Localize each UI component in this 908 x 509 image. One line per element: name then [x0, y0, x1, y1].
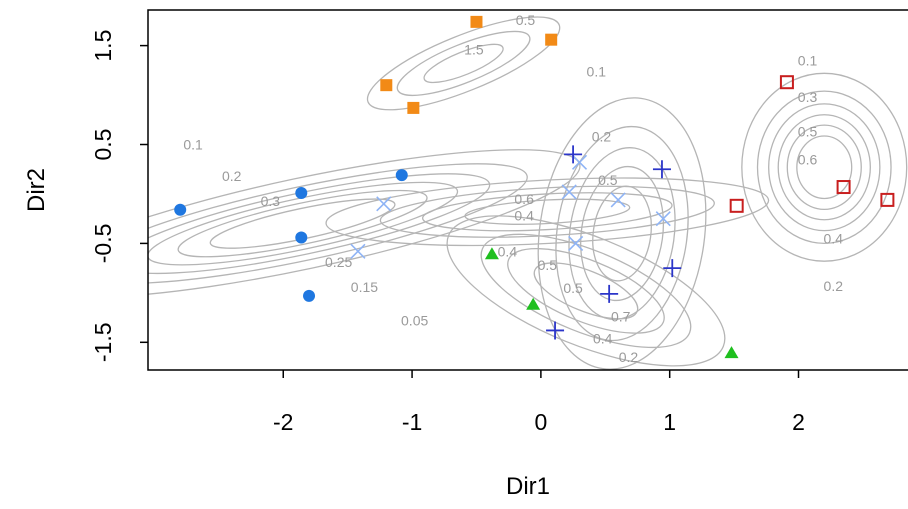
contour-layer: [148, 16, 908, 370]
contour-line: [209, 198, 396, 249]
contour-line: [148, 163, 528, 285]
contour-level-label: 0.4: [824, 230, 844, 246]
contour-level-label: 0.2: [222, 168, 242, 184]
data-point: [561, 184, 577, 200]
data-point: [568, 235, 584, 251]
contour-line: [446, 215, 726, 367]
y-tick-label: 1.5: [90, 30, 116, 62]
data-point: [724, 346, 739, 359]
contour-level-label: 0.05: [401, 313, 428, 329]
data-point: [880, 192, 895, 207]
contour-line: [423, 43, 504, 84]
contour-line: [507, 247, 665, 334]
x-axis-label: Dir1: [506, 473, 550, 500]
data-point: [546, 321, 565, 340]
contour-line: [366, 16, 561, 111]
data-point: [395, 169, 408, 182]
contour-level-label: 0.1: [798, 52, 818, 68]
contour-level-label: 0.25: [325, 254, 352, 270]
data-point: [663, 259, 682, 278]
contour-line: [148, 149, 581, 299]
contour-level-label: 1.5: [464, 42, 484, 58]
data-point: [564, 145, 583, 164]
contour-level-label: 0.5: [563, 280, 583, 296]
data-point: [600, 284, 619, 303]
point-layer: [174, 15, 895, 359]
contour-line: [464, 198, 631, 225]
data-point: [484, 247, 499, 260]
axes-layer: -2 -1 0 1 2 -1.5 -0.5 0.5 1.5: [90, 30, 805, 435]
y-tick-label: 0.5: [90, 129, 116, 161]
contour-line: [580, 165, 665, 302]
x-tick-label: -2: [273, 409, 293, 435]
contour-level-label: 0.5: [798, 124, 818, 140]
x-tick-label: 2: [792, 409, 805, 435]
contour-line: [756, 90, 892, 245]
contour-line: [480, 233, 692, 349]
data-point: [779, 75, 794, 90]
data-point: [610, 192, 626, 208]
contour-level-label: 0.1: [587, 63, 607, 79]
contour-line: [777, 114, 871, 221]
data-point: [376, 196, 392, 212]
contour-level-label: 0.7: [611, 309, 631, 325]
data-point: [571, 154, 588, 170]
data-point: [407, 101, 420, 114]
contour-line: [796, 135, 853, 200]
contour-level-label: 0.2: [619, 349, 639, 365]
data-point: [836, 180, 851, 195]
y-tick-label: -0.5: [90, 224, 116, 264]
x-tick-label: -1: [402, 409, 422, 435]
contour-line: [379, 185, 715, 238]
x-tick-label: 1: [663, 409, 676, 435]
plot-frame: [147, 9, 908, 371]
contour-level-label: 0.2: [592, 129, 612, 145]
contour-level-label: 0.6: [798, 151, 818, 167]
contour-label-layer: 0.51.50.10.20.30.250.150.050.60.40.40.50…: [183, 12, 843, 365]
data-point: [526, 297, 541, 310]
data-point: [380, 79, 393, 92]
contour-level-label: 0.5: [598, 172, 618, 188]
contour-line: [592, 185, 652, 282]
y-axis-label: Dir2: [23, 168, 50, 212]
contour-level-label: 0.5: [516, 12, 536, 28]
contour-level-label: 0.3: [261, 193, 281, 209]
data-point: [295, 186, 308, 199]
data-point: [350, 243, 366, 259]
contour-line: [741, 72, 908, 262]
contour-line: [396, 30, 531, 97]
contour-line: [148, 173, 491, 275]
data-point: [303, 289, 316, 302]
contour-level-label: 0.15: [351, 279, 378, 295]
data-point: [729, 198, 744, 213]
contour-line: [148, 181, 459, 266]
data-point: [174, 203, 187, 216]
contour-level-label: 0.6: [514, 191, 534, 207]
contour-level-label: 0.5: [538, 257, 558, 273]
contour-line: [786, 124, 862, 211]
contour-line: [568, 147, 676, 321]
contour-level-label: 0.4: [593, 330, 613, 346]
contour-line: [768, 103, 881, 232]
contour-level-label: 0.1: [183, 137, 203, 153]
contour-line: [555, 125, 689, 342]
contour-line: [537, 97, 707, 370]
y-tick-label: -1.5: [90, 322, 116, 362]
contour-level-label: 0.4: [498, 243, 518, 259]
data-point: [655, 211, 671, 227]
contour-level-label: 0.2: [824, 278, 844, 294]
data-point: [470, 15, 483, 28]
data-point: [652, 160, 671, 179]
data-point: [545, 33, 558, 46]
contour-level-label: 0.4: [514, 208, 534, 224]
contour-line: [177, 189, 428, 258]
contour-level-label: 0.3: [798, 89, 818, 105]
data-point: [295, 231, 308, 244]
contour-line: [325, 177, 770, 247]
x-tick-label: 0: [534, 409, 547, 435]
